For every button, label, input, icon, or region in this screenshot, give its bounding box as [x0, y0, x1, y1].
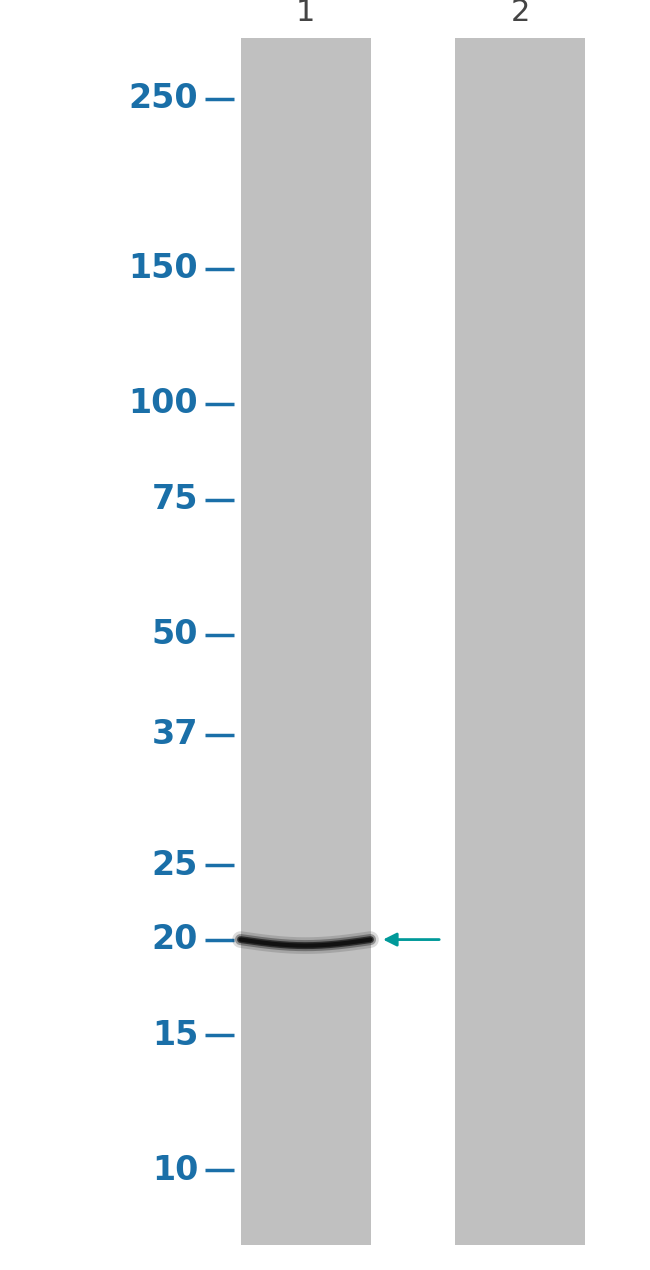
Text: 37: 37: [151, 719, 198, 752]
Text: 10: 10: [152, 1154, 198, 1187]
Bar: [455, 38, 585, 1245]
Text: 250: 250: [129, 83, 198, 116]
Text: 15: 15: [152, 1019, 198, 1052]
Text: 20: 20: [152, 923, 198, 956]
Text: 1: 1: [296, 0, 315, 27]
Text: 150: 150: [129, 253, 198, 286]
Text: 50: 50: [151, 618, 198, 652]
Bar: [240, 38, 370, 1245]
Text: 100: 100: [129, 387, 198, 420]
Text: 2: 2: [510, 0, 530, 27]
Text: 25: 25: [152, 848, 198, 881]
Text: 75: 75: [151, 483, 198, 516]
